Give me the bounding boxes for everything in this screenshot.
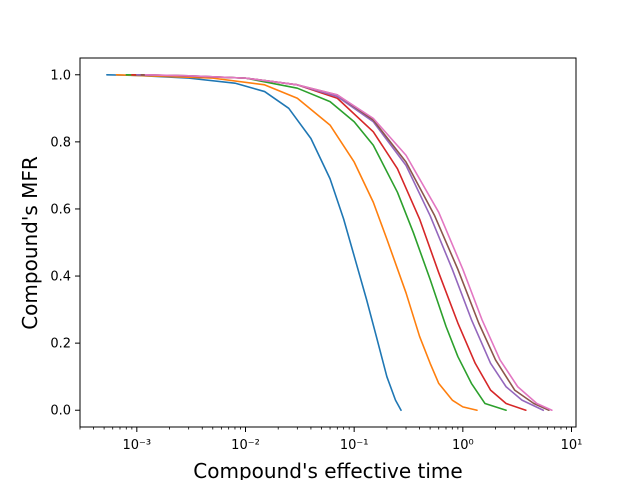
x-tick-label: 10⁰ bbox=[452, 438, 474, 453]
x-tick-label: 10⁻² bbox=[231, 438, 260, 453]
y-tick-label: 0.8 bbox=[50, 135, 71, 150]
plot-frame bbox=[79, 57, 577, 428]
y-tick-label: 0.2 bbox=[50, 337, 71, 352]
y-tick-label: 0.0 bbox=[50, 404, 71, 419]
y-tick-label: 0.6 bbox=[50, 202, 71, 217]
x-tick-label: 10¹ bbox=[561, 438, 583, 453]
series-line-1 bbox=[106, 73, 402, 412]
series-line-3 bbox=[125, 73, 507, 412]
series-layer bbox=[106, 73, 553, 412]
x-tick-label: 10⁻³ bbox=[123, 438, 152, 453]
series-line-7 bbox=[144, 73, 553, 412]
y-tick-label: 0.4 bbox=[50, 270, 71, 285]
x-axis-label: Compound's effective time bbox=[193, 459, 462, 480]
y-axis-label: Compound's MFR bbox=[18, 156, 42, 330]
y-tick-label: 1.0 bbox=[50, 68, 71, 83]
series-line-2 bbox=[115, 73, 478, 412]
tick-layer: 10⁻³ 10⁻² 10⁻¹ 10⁰ 10¹ 0.0 0.2 0.4 0.6 0.8 1.0 bbox=[50, 68, 582, 453]
x-tick-label: 10⁻¹ bbox=[340, 438, 369, 453]
